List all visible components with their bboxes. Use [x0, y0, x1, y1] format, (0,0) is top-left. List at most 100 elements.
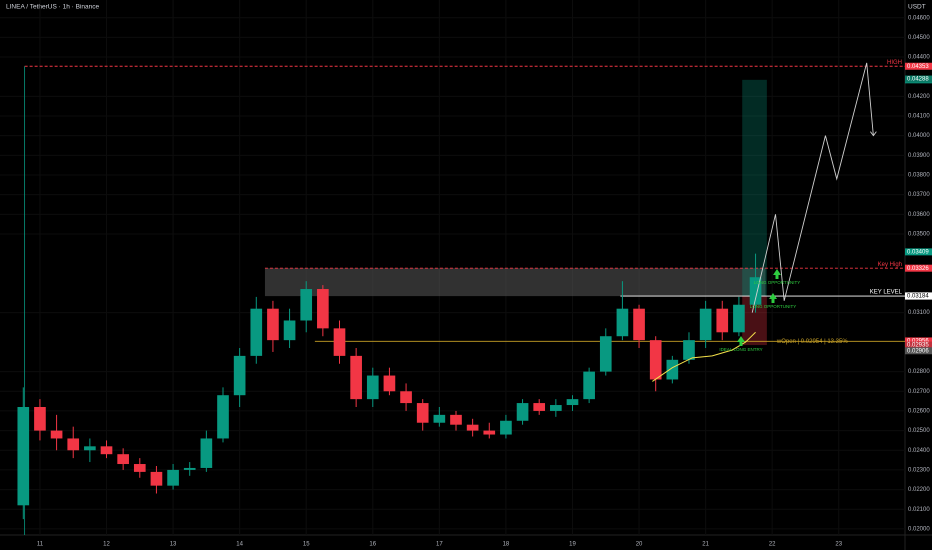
candle-body	[733, 304, 745, 333]
price-label: 0.03409	[907, 249, 929, 255]
candle-body	[167, 469, 179, 486]
candle-body	[500, 420, 512, 435]
y-tick-label: 0.03900	[908, 153, 930, 159]
candle-body	[233, 355, 246, 396]
y-tick-label: 0.02500	[908, 428, 930, 434]
y-tick-label: 0.04400	[908, 55, 930, 61]
x-tick-label: 20	[636, 542, 643, 548]
y-tick-label: 0.04500	[908, 35, 930, 41]
candle-body	[749, 277, 762, 305]
annotation-label: LONG OPPORTUNITY	[754, 280, 800, 285]
price-label: 0.02906	[907, 348, 929, 354]
candle-body	[550, 405, 562, 411]
y-tick-label: 0.03100	[908, 310, 930, 316]
annotation-arrow	[737, 336, 745, 346]
candle-body	[599, 336, 612, 372]
x-tick-label: 11	[37, 542, 44, 548]
price-label-box	[905, 347, 932, 355]
candle-body	[67, 438, 80, 451]
candle-body	[683, 340, 695, 360]
candle-body	[34, 407, 46, 431]
candle-body	[616, 308, 629, 337]
chart-title: LINEA / TetherUS · 1h · Binance	[6, 4, 99, 11]
y-tick-label: 0.02300	[908, 467, 930, 473]
position-profit	[742, 79, 767, 297]
candle-body	[416, 403, 429, 423]
axis-unit: USDT	[908, 4, 926, 11]
candle-body	[350, 355, 362, 400]
price-label-box	[905, 337, 932, 345]
candle-body	[133, 464, 146, 472]
candle-body	[317, 289, 329, 329]
x-tick-label: 22	[769, 542, 776, 548]
key-zone	[264, 268, 766, 297]
y-tick-label: 0.03800	[908, 173, 930, 179]
candle-body	[466, 424, 479, 431]
candle-body	[699, 308, 712, 341]
y-tick-label: 0.02100	[908, 507, 930, 513]
y-tick-label: 0.04600	[908, 15, 930, 21]
candle-body	[267, 308, 279, 341]
annotation-arrow	[769, 293, 777, 303]
x-tick-label: 12	[103, 542, 110, 548]
indicator-line	[652, 331, 756, 382]
candle-body	[283, 320, 296, 341]
price-label: 0.02935	[907, 343, 929, 349]
candle-body	[666, 359, 679, 380]
candle-body	[333, 328, 346, 356]
price-label: 0.03326	[907, 266, 929, 272]
x-tick-label: 16	[369, 542, 376, 548]
annotation-label: LONG OPPORTUNITY	[750, 304, 796, 309]
y-tick-label: 0.03700	[908, 192, 930, 198]
y-tick-label: 0.03600	[908, 212, 930, 218]
price-label: 0.02956	[907, 339, 929, 345]
level-label: Key High	[878, 262, 902, 268]
y-tick-label: 0.04200	[908, 94, 930, 100]
y-tick-label: 0.02700	[908, 389, 930, 395]
x-tick-label: 23	[835, 542, 842, 548]
arrow-head	[870, 131, 877, 137]
candle-body	[450, 414, 462, 425]
x-tick-label: 19	[569, 542, 576, 548]
price-label-box	[905, 75, 932, 83]
candle-body	[433, 414, 446, 423]
y-tick-label: 0.02200	[908, 487, 930, 493]
candle-body	[716, 308, 729, 333]
x-tick-label: 15	[303, 542, 310, 548]
candle-body	[150, 471, 163, 486]
price-label-box	[905, 341, 932, 349]
price-label: 0.03184	[907, 294, 929, 300]
candle-body	[300, 289, 313, 321]
x-tick-label: 13	[170, 542, 177, 548]
candle-body	[250, 308, 263, 356]
y-tick-label: 0.02600	[908, 409, 930, 415]
candle-body	[50, 430, 63, 439]
y-tick-label: 0.04100	[908, 114, 930, 120]
candle-body	[516, 403, 529, 421]
candle-body	[400, 391, 412, 404]
candle-body	[483, 430, 496, 435]
x-tick-label: 18	[503, 542, 510, 548]
candle-body	[183, 467, 196, 470]
price-label-box	[905, 248, 932, 256]
candle-body	[366, 375, 379, 400]
level-label: KEY LEVEL	[870, 290, 903, 296]
candle-body	[117, 454, 129, 465]
y-tick-label: 0.02000	[908, 526, 930, 532]
x-tick-label: 17	[436, 542, 443, 548]
y-tick-label: 0.03500	[908, 232, 930, 238]
price-label: 0.04288	[907, 77, 929, 83]
annotation-arrow	[773, 269, 781, 279]
candle-body	[84, 446, 96, 451]
level-label: HIGH	[887, 60, 902, 66]
price-label: 0.04353	[907, 64, 929, 70]
y-tick-label: 0.02400	[908, 448, 930, 454]
candle-body	[633, 308, 645, 341]
candle-body	[17, 407, 30, 506]
candle-body	[383, 375, 396, 392]
candle-body	[200, 438, 213, 468]
candle-body	[533, 403, 546, 411]
candle-body	[566, 399, 579, 406]
